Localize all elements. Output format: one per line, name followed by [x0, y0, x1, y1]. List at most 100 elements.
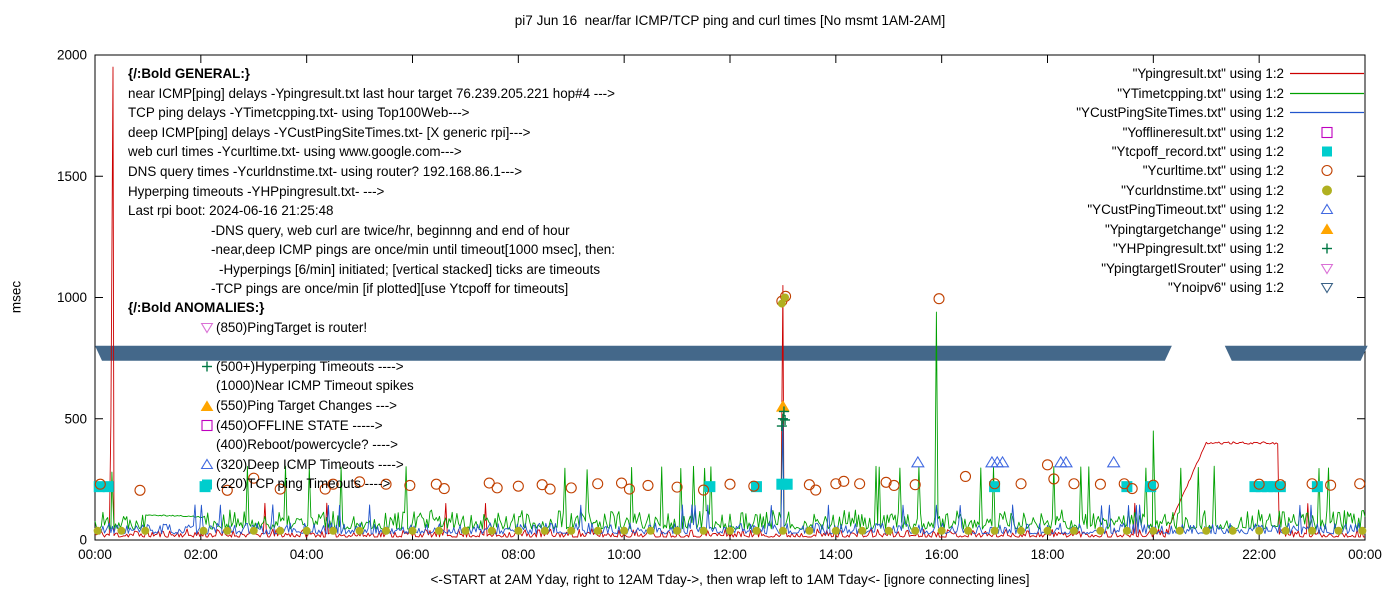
legend-label: "Ytcpoff_record.txt" using 1:2	[1111, 143, 1284, 159]
x-tick-label: 00:00	[1348, 547, 1382, 562]
general-line-10: -near,deep ICMP pings are once/min until…	[128, 240, 615, 260]
y-tick-label: 1000	[57, 290, 87, 305]
tri-up-open-icon	[200, 457, 216, 471]
anomaly-line-8: (400)Reboot/powercycle? ---->	[128, 435, 414, 455]
square-open-icon	[200, 418, 216, 432]
y-tick-label: 0	[79, 533, 87, 548]
y-tick-label: 1500	[57, 169, 87, 184]
series-points-Ycurldnstime.txt	[93, 293, 1367, 535]
general-line-7: Hyperping timeouts -YHPpingresult.txt- -…	[128, 181, 615, 201]
legend-item-12: "Ynoipv6" using 1:2	[1076, 278, 1367, 297]
legend-line-icon	[1290, 73, 1364, 75]
anomaly-line-6: (550)Ping Target Changes --->	[128, 396, 414, 416]
legend-plus-icon	[1322, 243, 1332, 254]
y-axis-label: msec	[8, 280, 24, 314]
anomaly-text: (320)Deep ICMP Timeouts ---->	[216, 456, 404, 472]
x-tick-label: 22:00	[1242, 547, 1276, 562]
general-text: Last rpi boot: 2024-06-16 21:25:48	[128, 203, 334, 219]
legend-label: "Ycurltime.txt" using 1:2	[1142, 163, 1284, 179]
general-line-4: deep ICMP[ping] delays -YCustPingSiteTim…	[128, 123, 615, 143]
legend-circle-open-icon	[1321, 165, 1333, 177]
series-points-YHPpingresult.txt	[776, 406, 791, 432]
anomaly-text: (400)Reboot/powercycle? ---->	[216, 437, 398, 453]
general-line-2: near ICMP[ping] delays -Ypingresult.txt …	[128, 84, 615, 104]
legend-item-7: "Ycurldnstime.txt" using 1:2	[1076, 181, 1367, 200]
anomaly-text: (450)OFFLINE STATE ----->	[216, 417, 383, 433]
noipv6-band	[1224, 345, 1368, 361]
x-tick-label: 20:00	[1136, 547, 1170, 562]
anomaly-line-5: (1000)Near ICMP Timeout spikes	[128, 376, 414, 396]
x-tick-label: 04:00	[290, 547, 324, 562]
legend-label: "Yofflineresult.txt" using 1:2	[1122, 124, 1284, 140]
square-fill-icon	[200, 477, 216, 491]
legend-item-3: "YCustPingSiteTimes.txt" using 1:2	[1076, 103, 1367, 122]
x-axis-label: <-START at 2AM Yday, right to 12AM Tday-…	[430, 572, 1030, 587]
general-text: {/:Bold GENERAL:}	[128, 66, 250, 82]
general-line-9: -DNS query, web curl are twice/hr, begin…	[128, 220, 615, 240]
x-tick-label: 08:00	[501, 547, 535, 562]
x-tick-label: 14:00	[819, 547, 853, 562]
tri-down-open-icon	[200, 320, 216, 334]
anomaly-line-3	[128, 337, 414, 357]
legend-item-8: "YCustPingTimeout.txt" using 1:2	[1076, 200, 1367, 219]
legend-label: "YCustPingTimeout.txt" using 1:2	[1087, 202, 1284, 218]
legend-label: "YTimetcpping.txt" using 1:2	[1117, 85, 1284, 101]
anomaly-line-9: (320)Deep ICMP Timeouts ---->	[128, 454, 414, 474]
legend-tri-up-fill-icon	[1320, 223, 1334, 234]
noipv6-band	[95, 345, 1172, 361]
anomaly-text: (500+)Hyperping Timeouts ---->	[216, 358, 404, 374]
x-tick-label: 10:00	[607, 547, 641, 562]
legend-tri-up-open-icon	[1320, 203, 1334, 215]
series-points-Ypingtargetchange	[776, 400, 790, 412]
general-line-1: {/:Bold GENERAL:}	[128, 64, 615, 84]
legend-line-icon	[1290, 111, 1364, 114]
general-line-8: Last rpi boot: 2024-06-16 21:25:48	[128, 201, 615, 221]
general-text: near ICMP[ping] delays -Ypingresult.txt …	[128, 85, 615, 101]
tri-up-fill-icon	[200, 399, 216, 413]
general-text: Hyperping timeouts -YHPpingresult.txt- -…	[128, 183, 385, 199]
legend-label: "YHPpingresult.txt" using 1:2	[1112, 241, 1284, 257]
series-points-YCustPingTimeout.txt	[910, 455, 1121, 468]
legend: "Ypingresult.txt" using 1:2 "YTimetcpping…	[1076, 64, 1367, 297]
legend-circle-fill-icon	[1322, 185, 1332, 196]
legend-tri-down-open-icon	[1320, 263, 1334, 275]
legend-item-1: "Ypingresult.txt" using 1:2	[1076, 64, 1367, 83]
anomaly-text: (220)TCP ping Timeouts ---->	[216, 476, 391, 492]
x-tick-label: 00:00	[78, 547, 112, 562]
general-line-6: DNS query times -Ycurldnstime.txt- using…	[128, 162, 615, 182]
legend-square-open-icon	[1321, 126, 1333, 138]
general-text: DNS query times -Ycurldnstime.txt- using…	[128, 164, 523, 179]
legend-line-icon	[1290, 92, 1364, 94]
legend-item-9: "Ypingtargetchange" using 1:2	[1076, 220, 1367, 239]
plus-icon	[200, 359, 216, 373]
general-line-5: web curl times -Ycurltime.txt- using www…	[128, 142, 615, 162]
legend-item-2: "YTimetcpping.txt" using 1:2	[1076, 83, 1367, 102]
legend-label: "YCustPingSiteTimes.txt" using 1:2	[1076, 105, 1284, 121]
legend-label: "Ypingresult.txt" using 1:2	[1132, 66, 1284, 82]
anomaly-text: (850)PingTarget is router!	[216, 319, 368, 335]
legend-label: "Ypingtargetchange" using 1:2	[1104, 221, 1284, 237]
anomaly-text: {/:Bold ANOMALIES:}	[128, 300, 265, 316]
legend-label: "Ynoipv6" using 1:2	[1168, 280, 1284, 296]
general-line-12: -TCP pings are once/min [if plotted][use…	[128, 279, 615, 299]
legend-label: "YpingtargetISrouter" using 1:2	[1101, 260, 1284, 276]
series-points-Ycurltime.txt	[94, 290, 1366, 496]
x-tick-label: 06:00	[396, 547, 430, 562]
anomaly-text: (550)Ping Target Changes --->	[216, 398, 397, 413]
anomaly-line-10: (220)TCP ping Timeouts ---->	[128, 474, 414, 494]
general-text: web curl times -Ycurltime.txt- using www…	[128, 144, 462, 160]
general-text: -Hyperpings [6/min] initiated; [vertical…	[219, 261, 601, 277]
general-text: TCP ping delays -YTimetcpping.txt- using…	[128, 105, 470, 121]
anomaly-line-7: (450)OFFLINE STATE ----->	[128, 415, 414, 435]
series-line-Ypingresult.txt	[94, 66, 1366, 538]
general-annotations: {/:Bold GENERAL:} near ICMP[ping] delays …	[128, 64, 615, 299]
legend-item-10: "YHPpingresult.txt" using 1:2	[1076, 239, 1367, 258]
general-text: -DNS query, web curl are twice/hr, begin…	[211, 222, 570, 238]
x-tick-label: 12:00	[713, 547, 747, 562]
legend-item-11: "YpingtargetISrouter" using 1:2	[1076, 258, 1367, 277]
general-text: -TCP pings are once/min [if plotted][use…	[211, 281, 569, 297]
x-tick-label: 18:00	[1031, 547, 1065, 562]
x-tick-label: 02:00	[184, 547, 218, 562]
